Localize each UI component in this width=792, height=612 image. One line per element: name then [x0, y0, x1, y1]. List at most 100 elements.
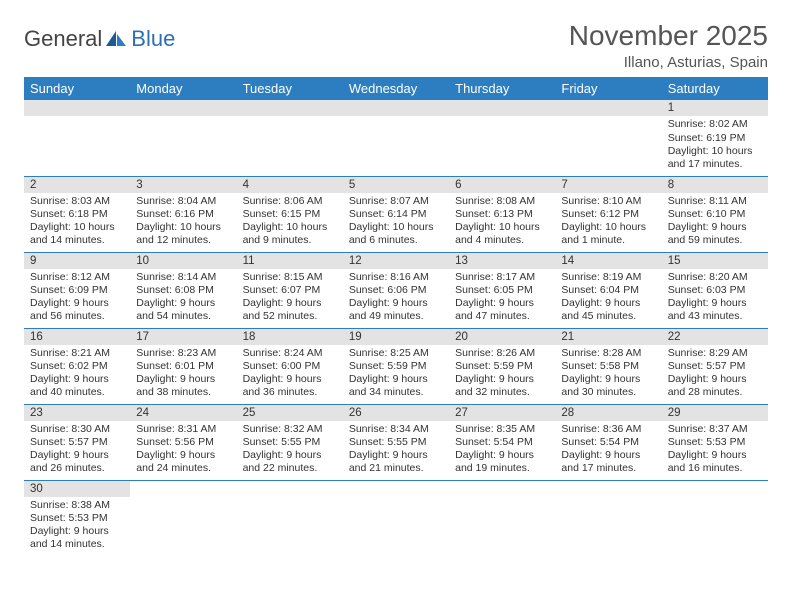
sunset-text: Sunset: 6:06 PM — [349, 284, 443, 297]
page-title: November 2025 — [569, 20, 768, 52]
daylight-text: Daylight: 9 hours and 40 minutes. — [30, 373, 124, 399]
calendar-cell: 5Sunrise: 8:07 AMSunset: 6:14 PMDaylight… — [343, 176, 449, 252]
daylight-text: Daylight: 9 hours and 54 minutes. — [136, 297, 230, 323]
day-body: Sunrise: 8:38 AMSunset: 5:53 PMDaylight:… — [24, 497, 130, 556]
sunset-text: Sunset: 5:55 PM — [349, 436, 443, 449]
calendar-cell: 3Sunrise: 8:04 AMSunset: 6:16 PMDaylight… — [130, 176, 236, 252]
day-body: Sunrise: 8:12 AMSunset: 6:09 PMDaylight:… — [24, 269, 130, 328]
sunset-text: Sunset: 5:53 PM — [30, 512, 124, 525]
daylight-text: Daylight: 9 hours and 36 minutes. — [243, 373, 337, 399]
calendar-cell: 27Sunrise: 8:35 AMSunset: 5:54 PMDayligh… — [449, 404, 555, 480]
sunset-text: Sunset: 6:18 PM — [30, 208, 124, 221]
daylight-text: Daylight: 9 hours and 24 minutes. — [136, 449, 230, 475]
calendar-cell: 25Sunrise: 8:32 AMSunset: 5:55 PMDayligh… — [237, 404, 343, 480]
day-number: 4 — [237, 177, 343, 193]
day-body: Sunrise: 8:16 AMSunset: 6:06 PMDaylight:… — [343, 269, 449, 328]
calendar-row: 16Sunrise: 8:21 AMSunset: 6:02 PMDayligh… — [24, 328, 768, 404]
title-block: November 2025 Illano, Asturias, Spain — [569, 20, 768, 71]
daylight-text: Daylight: 9 hours and 49 minutes. — [349, 297, 443, 323]
day-body: Sunrise: 8:20 AMSunset: 6:03 PMDaylight:… — [662, 269, 768, 328]
sunrise-text: Sunrise: 8:28 AM — [561, 347, 655, 360]
sunset-text: Sunset: 5:56 PM — [136, 436, 230, 449]
day-body: Sunrise: 8:15 AMSunset: 6:07 PMDaylight:… — [237, 269, 343, 328]
day-body: Sunrise: 8:37 AMSunset: 5:53 PMDaylight:… — [662, 421, 768, 480]
day-number: 5 — [343, 177, 449, 193]
day-number: 25 — [237, 405, 343, 421]
day-body: Sunrise: 8:08 AMSunset: 6:13 PMDaylight:… — [449, 193, 555, 252]
sunrise-text: Sunrise: 8:29 AM — [668, 347, 762, 360]
day-body: Sunrise: 8:31 AMSunset: 5:56 PMDaylight:… — [130, 421, 236, 480]
day-number: 19 — [343, 329, 449, 345]
daylight-text: Daylight: 9 hours and 38 minutes. — [136, 373, 230, 399]
header: General Blue November 2025 Illano, Astur… — [24, 20, 768, 71]
calendar-cell: 10Sunrise: 8:14 AMSunset: 6:08 PMDayligh… — [130, 252, 236, 328]
calendar-cell: 11Sunrise: 8:15 AMSunset: 6:07 PMDayligh… — [237, 252, 343, 328]
daylight-text: Daylight: 9 hours and 14 minutes. — [30, 525, 124, 551]
day-number: 8 — [662, 177, 768, 193]
daylight-text: Daylight: 9 hours and 32 minutes. — [455, 373, 549, 399]
day-body: Sunrise: 8:14 AMSunset: 6:08 PMDaylight:… — [130, 269, 236, 328]
sunset-text: Sunset: 6:09 PM — [30, 284, 124, 297]
sunrise-text: Sunrise: 8:36 AM — [561, 423, 655, 436]
daylight-text: Daylight: 10 hours and 12 minutes. — [136, 221, 230, 247]
calendar-cell — [343, 100, 449, 176]
day-body: Sunrise: 8:23 AMSunset: 6:01 PMDaylight:… — [130, 345, 236, 404]
calendar-cell: 22Sunrise: 8:29 AMSunset: 5:57 PMDayligh… — [662, 328, 768, 404]
sunrise-text: Sunrise: 8:04 AM — [136, 195, 230, 208]
calendar-table: Sunday Monday Tuesday Wednesday Thursday… — [24, 77, 768, 556]
sunrise-text: Sunrise: 8:20 AM — [668, 271, 762, 284]
day-number: 17 — [130, 329, 236, 345]
day-number: 15 — [662, 253, 768, 269]
brand-part1: General — [24, 26, 102, 52]
daylight-text: Daylight: 10 hours and 14 minutes. — [30, 221, 124, 247]
daylight-text: Daylight: 10 hours and 17 minutes. — [668, 145, 762, 171]
sunrise-text: Sunrise: 8:19 AM — [561, 271, 655, 284]
calendar-cell: 8Sunrise: 8:11 AMSunset: 6:10 PMDaylight… — [662, 176, 768, 252]
day-number: 7 — [555, 177, 661, 193]
sunset-text: Sunset: 6:19 PM — [668, 132, 762, 145]
calendar-row: 2Sunrise: 8:03 AMSunset: 6:18 PMDaylight… — [24, 176, 768, 252]
calendar-cell: 4Sunrise: 8:06 AMSunset: 6:15 PMDaylight… — [237, 176, 343, 252]
calendar-cell: 18Sunrise: 8:24 AMSunset: 6:00 PMDayligh… — [237, 328, 343, 404]
sunrise-text: Sunrise: 8:07 AM — [349, 195, 443, 208]
daylight-text: Daylight: 9 hours and 21 minutes. — [349, 449, 443, 475]
sunrise-text: Sunrise: 8:34 AM — [349, 423, 443, 436]
day-body: Sunrise: 8:36 AMSunset: 5:54 PMDaylight:… — [555, 421, 661, 480]
sunrise-text: Sunrise: 8:14 AM — [136, 271, 230, 284]
calendar-row: 30Sunrise: 8:38 AMSunset: 5:53 PMDayligh… — [24, 480, 768, 556]
sunrise-text: Sunrise: 8:32 AM — [243, 423, 337, 436]
calendar-cell: 2Sunrise: 8:03 AMSunset: 6:18 PMDaylight… — [24, 176, 130, 252]
daylight-text: Daylight: 10 hours and 6 minutes. — [349, 221, 443, 247]
day-number-empty — [449, 100, 555, 116]
brand-logo: General Blue — [24, 26, 175, 52]
day-body: Sunrise: 8:19 AMSunset: 6:04 PMDaylight:… — [555, 269, 661, 328]
day-body: Sunrise: 8:24 AMSunset: 6:00 PMDaylight:… — [237, 345, 343, 404]
day-body: Sunrise: 8:02 AMSunset: 6:19 PMDaylight:… — [662, 116, 768, 175]
sunset-text: Sunset: 6:02 PM — [30, 360, 124, 373]
calendar-cell — [662, 480, 768, 556]
day-number: 26 — [343, 405, 449, 421]
day-number: 23 — [24, 405, 130, 421]
day-body: Sunrise: 8:28 AMSunset: 5:58 PMDaylight:… — [555, 345, 661, 404]
day-number-empty — [343, 100, 449, 116]
sunset-text: Sunset: 5:57 PM — [668, 360, 762, 373]
calendar-cell: 28Sunrise: 8:36 AMSunset: 5:54 PMDayligh… — [555, 404, 661, 480]
calendar-cell: 19Sunrise: 8:25 AMSunset: 5:59 PMDayligh… — [343, 328, 449, 404]
day-number-empty — [237, 100, 343, 116]
sunrise-text: Sunrise: 8:38 AM — [30, 499, 124, 512]
sail-icon — [105, 30, 127, 48]
sunset-text: Sunset: 5:54 PM — [455, 436, 549, 449]
sunset-text: Sunset: 5:57 PM — [30, 436, 124, 449]
calendar-row: 9Sunrise: 8:12 AMSunset: 6:09 PMDaylight… — [24, 252, 768, 328]
daylight-text: Daylight: 10 hours and 9 minutes. — [243, 221, 337, 247]
calendar-cell: 29Sunrise: 8:37 AMSunset: 5:53 PMDayligh… — [662, 404, 768, 480]
location: Illano, Asturias, Spain — [569, 54, 768, 71]
sunset-text: Sunset: 6:08 PM — [136, 284, 230, 297]
sunrise-text: Sunrise: 8:16 AM — [349, 271, 443, 284]
day-number: 12 — [343, 253, 449, 269]
calendar-cell: 12Sunrise: 8:16 AMSunset: 6:06 PMDayligh… — [343, 252, 449, 328]
day-body: Sunrise: 8:30 AMSunset: 5:57 PMDaylight:… — [24, 421, 130, 480]
calendar-cell — [555, 480, 661, 556]
daylight-text: Daylight: 9 hours and 19 minutes. — [455, 449, 549, 475]
day-body: Sunrise: 8:11 AMSunset: 6:10 PMDaylight:… — [662, 193, 768, 252]
